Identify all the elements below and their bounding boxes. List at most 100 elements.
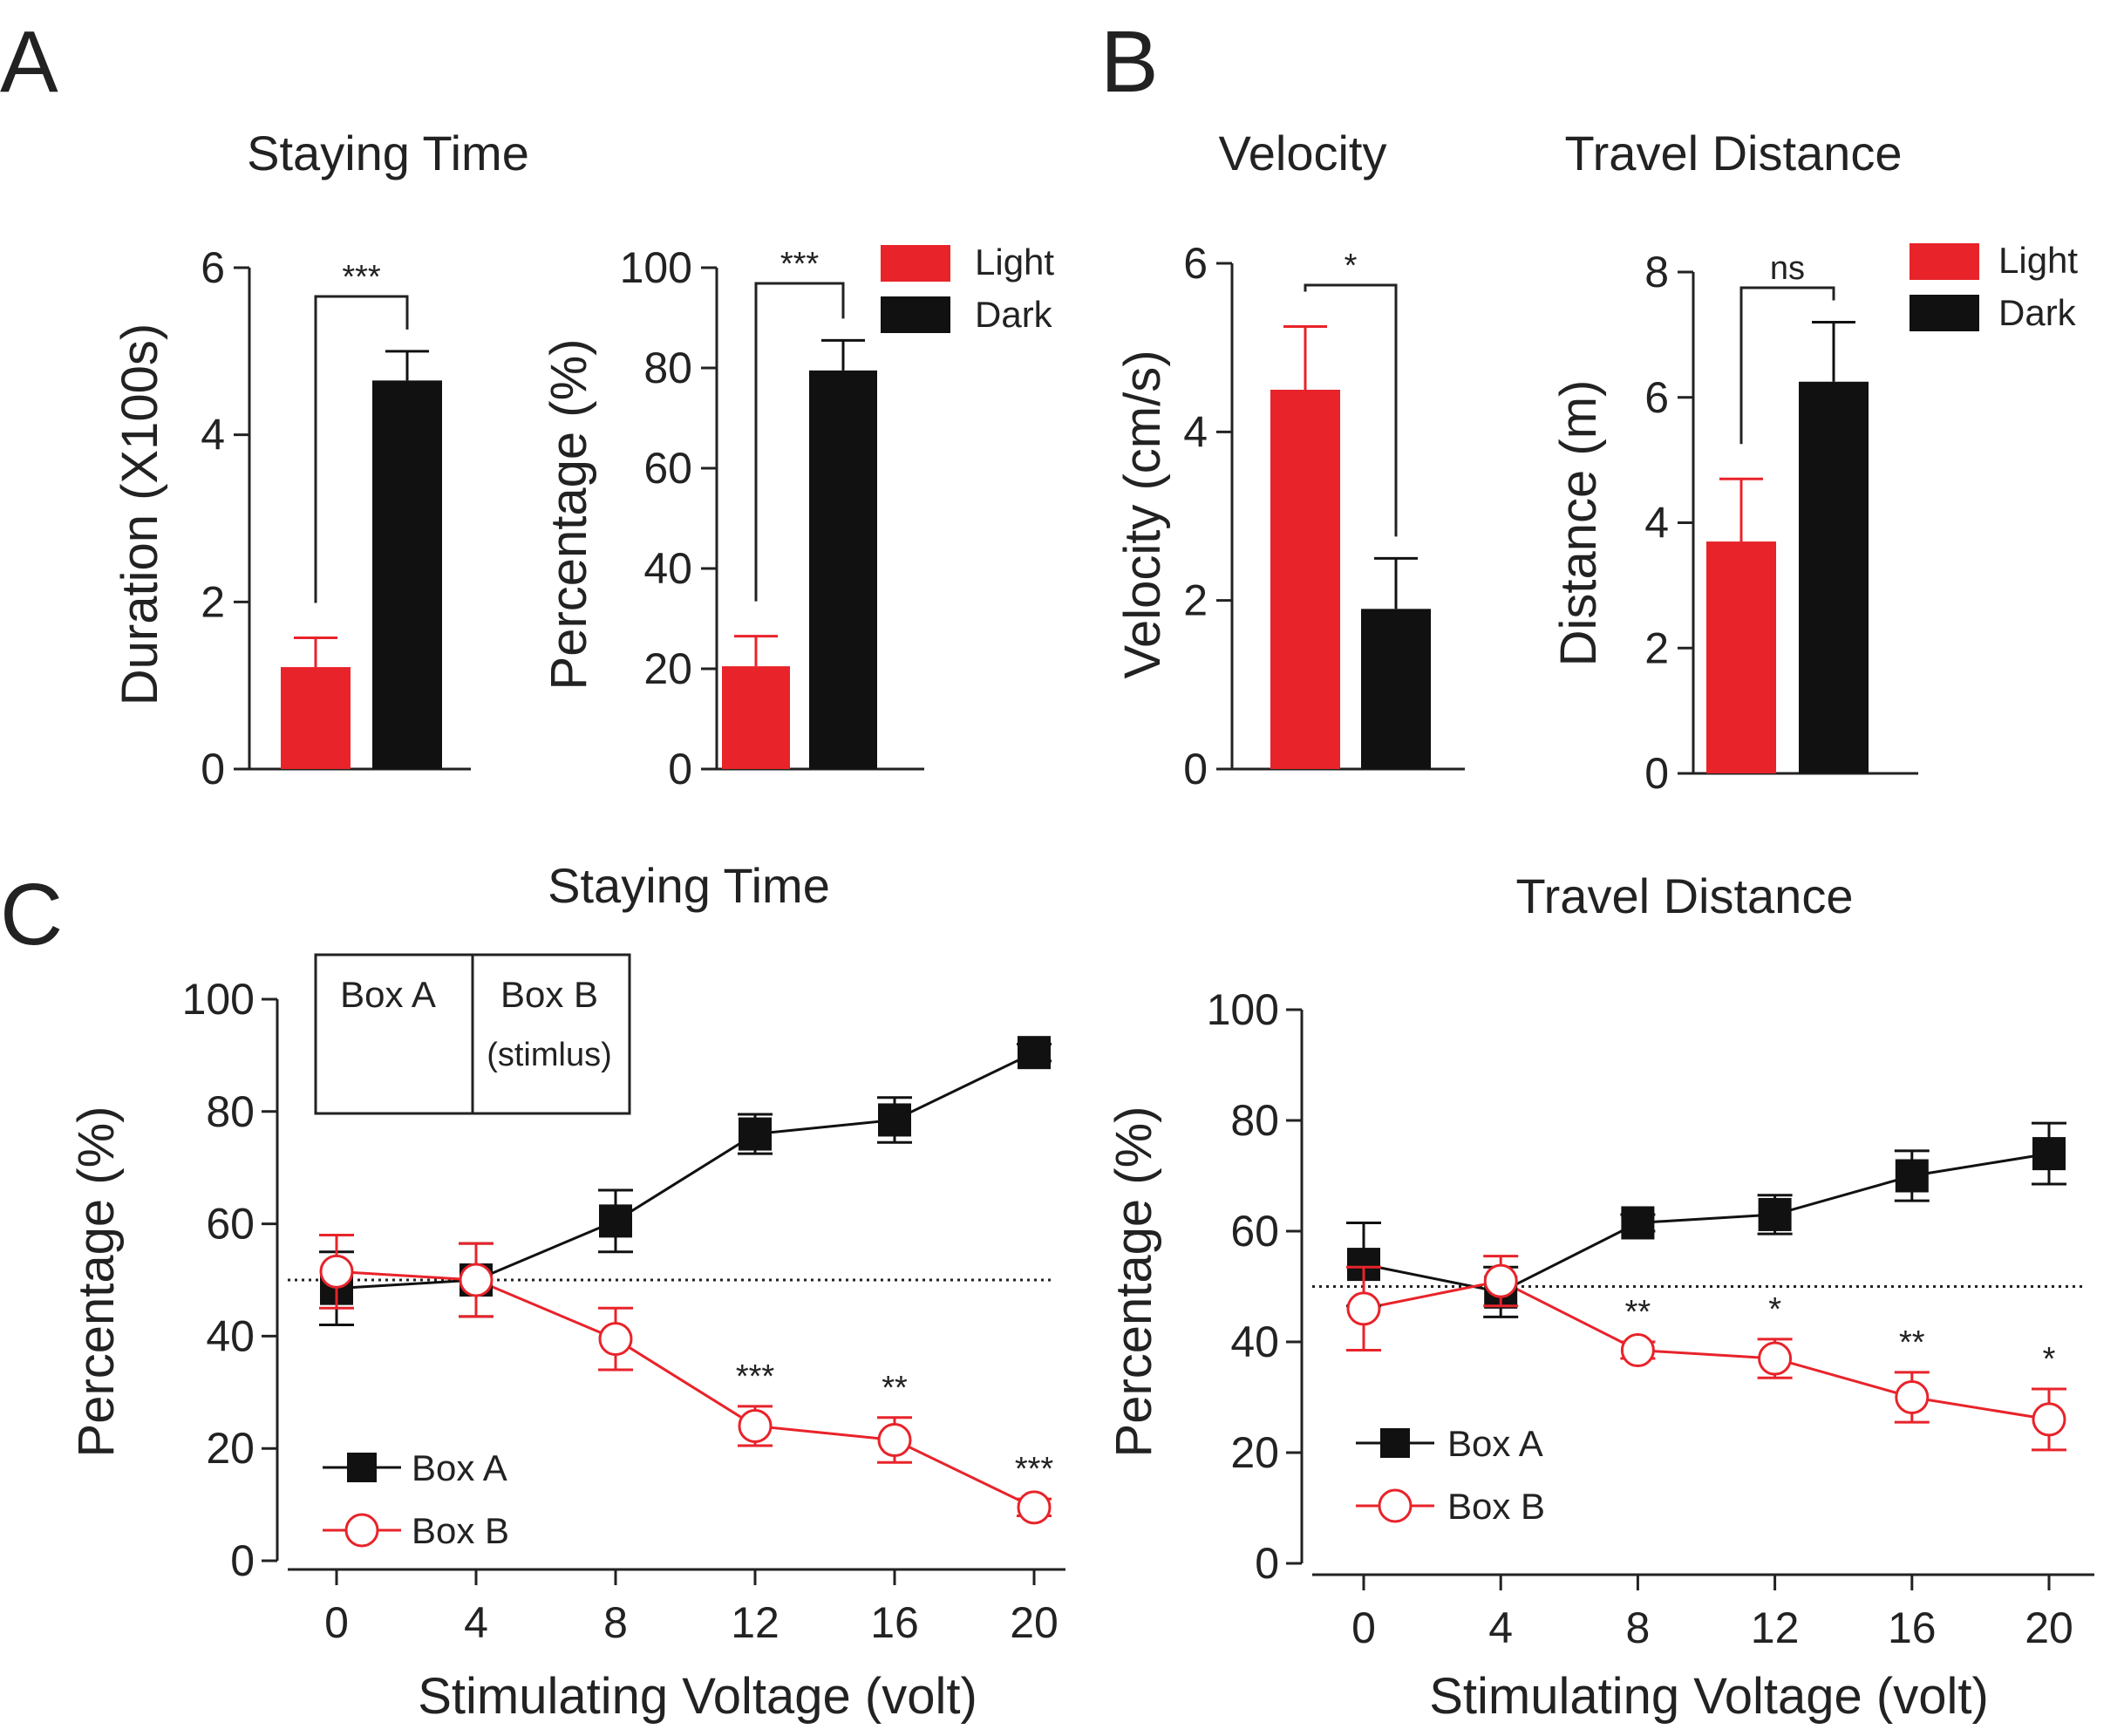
y-tick-label: 80 bbox=[206, 1087, 255, 1136]
panel-letter-c: C bbox=[0, 866, 63, 963]
y-tick-label: 100 bbox=[182, 975, 255, 1024]
box-a-point bbox=[599, 1204, 632, 1238]
legend-bars-a: Light Dark bbox=[881, 242, 1054, 335]
series-line-box-a bbox=[336, 1051, 1035, 1290]
legend-box-a-marker bbox=[347, 1453, 377, 1482]
staying-time-line-chart: 0 20 40 60 80 100 0 4 8 12 16 20 Percentage (%) Stimu… bbox=[68, 975, 1065, 1725]
y-tick-label: 8 bbox=[1644, 248, 1669, 296]
legend-dark-swatch bbox=[1910, 295, 1979, 331]
y-tick-label: 6 bbox=[1644, 373, 1669, 422]
y-tick-label: 0 bbox=[1255, 1539, 1279, 1588]
box-b-point bbox=[319, 1254, 354, 1289]
staying-percentage-bar-chart: 0 20 40 60 80 100 Percentage (%) *** bbox=[541, 243, 924, 793]
legend-box-b-label: Box B bbox=[412, 1510, 509, 1551]
y-axis-label: Percentage (%) bbox=[1106, 1106, 1162, 1458]
x-tick-label: 16 bbox=[870, 1598, 919, 1647]
box-b-point bbox=[1017, 1490, 1052, 1525]
box-a-point bbox=[1621, 1206, 1655, 1240]
significance-label: * bbox=[2043, 1341, 2056, 1378]
significance-bracket bbox=[1304, 283, 1398, 537]
significance-label: ** bbox=[1625, 1294, 1651, 1331]
box-a-point bbox=[878, 1103, 911, 1137]
y-tick-label: 80 bbox=[643, 344, 692, 392]
x-tick-label: 8 bbox=[1625, 1603, 1650, 1652]
legend-dark-swatch bbox=[881, 296, 950, 333]
y-tick-label: 0 bbox=[201, 745, 225, 793]
x-tick-label: 0 bbox=[324, 1598, 349, 1647]
y-tick-label: 60 bbox=[206, 1200, 255, 1249]
y-tick-label: 60 bbox=[643, 444, 692, 493]
legend-lines-c-right: Box A Box B bbox=[1356, 1423, 1545, 1527]
y-tick-label: 100 bbox=[620, 243, 692, 292]
box-a-point bbox=[1758, 1197, 1792, 1231]
box-b-point bbox=[1758, 1341, 1793, 1376]
bar-dark bbox=[372, 380, 442, 769]
x-tick-label: 4 bbox=[1488, 1603, 1513, 1652]
legend-dark-label: Dark bbox=[975, 294, 1053, 335]
panel-a-title: Staying Time bbox=[247, 126, 529, 180]
box-b-point bbox=[1346, 1291, 1381, 1326]
y-tick-label: 0 bbox=[1644, 749, 1669, 798]
y-axis-label: Duration (X100s) bbox=[112, 323, 168, 705]
box-a-point bbox=[1895, 1159, 1929, 1193]
significance-label: ** bbox=[882, 1370, 908, 1406]
y-tick-label: 4 bbox=[1183, 407, 1208, 456]
significance-bracket bbox=[754, 282, 845, 602]
travel-distance-title: Travel Distance bbox=[1565, 126, 1903, 180]
significance-bracket bbox=[314, 295, 409, 603]
y-tick-label: 0 bbox=[1183, 745, 1208, 793]
y-tick-label: 6 bbox=[1183, 239, 1208, 288]
legend-light-label: Light bbox=[975, 242, 1054, 283]
significance-label: * bbox=[1768, 1291, 1781, 1328]
bar-dark bbox=[1799, 381, 1869, 773]
velocity-bar-chart: 0 2 4 6 Velocity (cm/s) * bbox=[1114, 239, 1465, 793]
y-tick-label: 0 bbox=[230, 1536, 255, 1585]
significance-label: *** bbox=[342, 259, 381, 296]
series-line-box-b bbox=[1363, 1279, 2050, 1421]
legend-box-a-label: Box A bbox=[412, 1447, 507, 1488]
significance-label: * bbox=[1345, 248, 1358, 284]
y-tick-label: 2 bbox=[1644, 623, 1669, 672]
box-b-point bbox=[877, 1423, 912, 1458]
y-tick-label: 2 bbox=[1183, 576, 1208, 625]
legend-box-a-marker bbox=[1380, 1428, 1410, 1458]
significance-label: ns bbox=[1770, 250, 1805, 287]
y-tick-label: 2 bbox=[201, 577, 225, 626]
x-tick-label: 20 bbox=[2025, 1603, 2073, 1652]
box-b-point bbox=[459, 1263, 494, 1297]
inset-box-a-label: Box A bbox=[340, 974, 436, 1015]
legend-dark-label: Dark bbox=[1998, 292, 2077, 333]
panel-letter-a: A bbox=[0, 13, 58, 111]
distance-bar-chart: 0 2 4 6 8 Distance (m) ns bbox=[1550, 248, 1918, 798]
y-tick-label: 40 bbox=[643, 544, 692, 593]
y-axis-label: Velocity (cm/s) bbox=[1114, 350, 1171, 678]
box-a-point bbox=[2032, 1137, 2066, 1171]
y-tick-label: 40 bbox=[206, 1311, 255, 1360]
y-tick-label: 4 bbox=[1644, 499, 1669, 548]
duration-bar-chart: 0 2 4 6 Duration (X100s) *** bbox=[112, 243, 471, 793]
legend-box-a-label: Box A bbox=[1447, 1423, 1543, 1464]
legend-light-swatch bbox=[881, 245, 950, 282]
y-tick-label: 20 bbox=[643, 644, 692, 693]
y-tick-label: 20 bbox=[206, 1424, 255, 1473]
box-diagram-inset: Box A Box B (stimlus) bbox=[314, 953, 631, 1115]
y-tick-label: 20 bbox=[1230, 1428, 1279, 1477]
bar-dark bbox=[809, 370, 877, 769]
x-tick-label: 16 bbox=[1888, 1603, 1937, 1652]
box-a-point bbox=[739, 1117, 772, 1151]
x-tick-label: 8 bbox=[603, 1598, 628, 1647]
y-tick-label: 60 bbox=[1230, 1207, 1279, 1256]
y-axis-label: Percentage (%) bbox=[68, 1106, 125, 1458]
y-tick-label: 100 bbox=[1207, 985, 1279, 1034]
box-a-point bbox=[1018, 1036, 1051, 1070]
panel-c-right-title: Travel Distance bbox=[1516, 868, 1854, 923]
box-b-point bbox=[1620, 1333, 1655, 1368]
significance-label: ** bbox=[1899, 1324, 1925, 1361]
bar-light bbox=[281, 667, 351, 769]
significance-label: *** bbox=[736, 1358, 775, 1395]
significance-label: *** bbox=[780, 246, 820, 283]
x-tick-label: 4 bbox=[464, 1598, 488, 1647]
x-tick-label: 12 bbox=[731, 1598, 779, 1647]
series-line-box-a bbox=[1363, 1152, 2050, 1294]
legend-box-b-marker bbox=[344, 1513, 379, 1548]
